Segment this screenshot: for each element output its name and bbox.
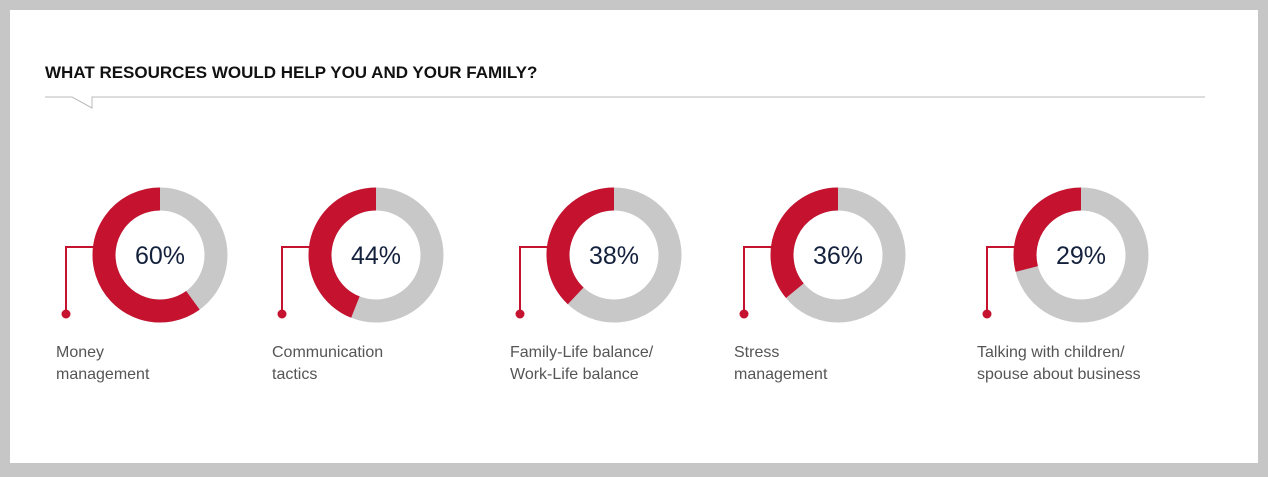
value-label: 60% [135, 242, 185, 270]
connector-dot [277, 309, 287, 319]
category-label: Stress management [734, 344, 828, 383]
title-rule [45, 96, 1205, 109]
connector [519, 246, 549, 313]
connector-dot [61, 309, 71, 319]
category-label: Communication tactics [272, 344, 384, 383]
value-label: 36% [813, 242, 863, 270]
donut-arc [1013, 187, 1082, 272]
value-label: 38% [589, 242, 639, 270]
connector [65, 246, 95, 313]
connector-dot [739, 309, 749, 319]
connector-dot [515, 309, 525, 319]
category-label: Family-Life balance/ Work-Life balance [510, 344, 654, 383]
donut-arc [770, 187, 839, 299]
donut-arc [92, 187, 200, 323]
donut-arc [308, 187, 377, 318]
value-label: 44% [351, 242, 401, 270]
value-label: 29% [1056, 242, 1106, 270]
donut-arc [546, 187, 615, 305]
chart-title: WHAT RESOURCES WOULD HELP YOU AND YOUR F… [45, 63, 537, 82]
connector [743, 246, 773, 313]
category-label: Money management [56, 344, 150, 383]
connector [986, 246, 1016, 313]
connector [281, 246, 311, 313]
connector-dot [982, 309, 992, 319]
category-label: Talking with children/ spouse about busi… [977, 344, 1141, 383]
